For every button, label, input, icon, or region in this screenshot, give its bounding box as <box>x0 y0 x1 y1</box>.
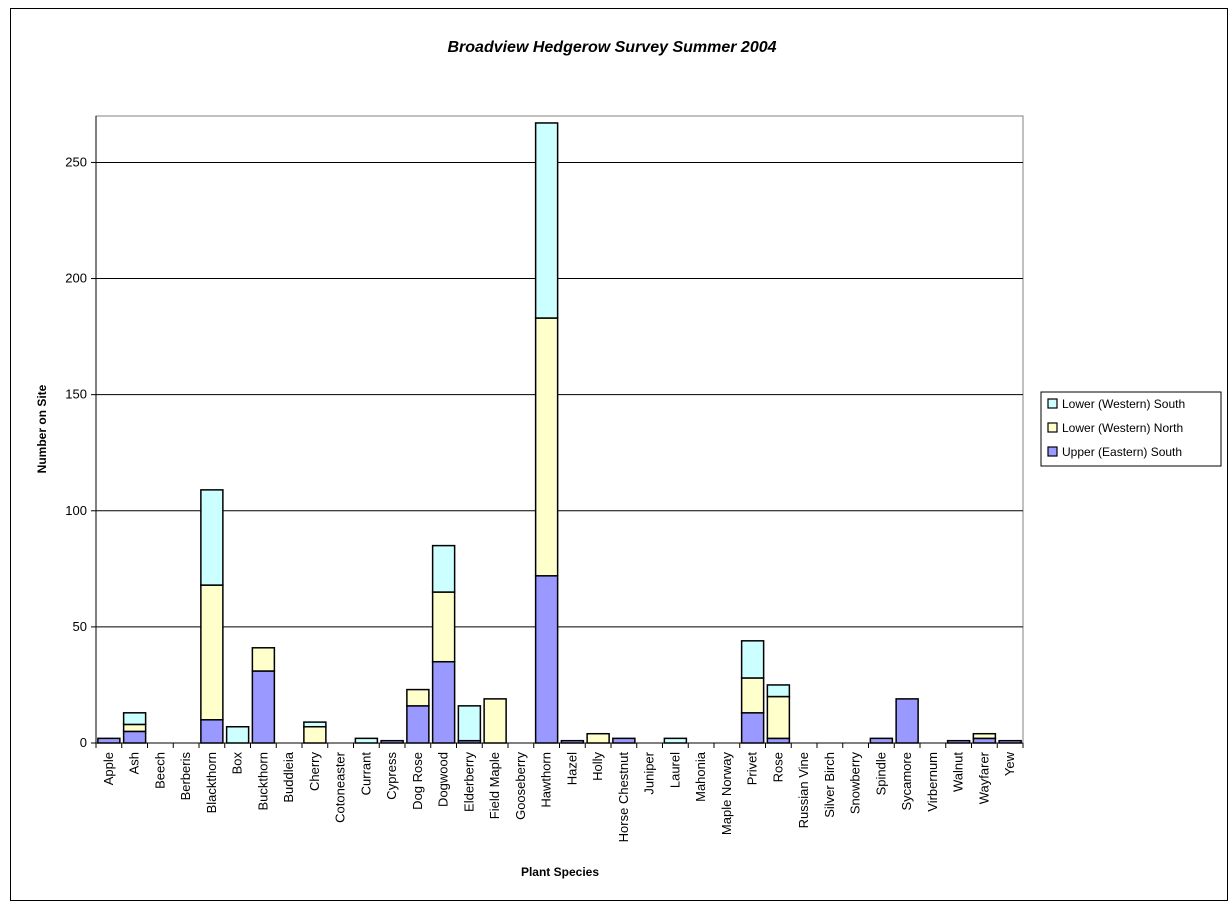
bar-segment <box>534 317 559 577</box>
bar-segment <box>200 719 224 744</box>
bar-segment <box>586 732 610 744</box>
x-tick-label: Maple Norway <box>719 752 734 836</box>
bar-segment <box>895 698 919 744</box>
y-axis: 0 50 100 150 200 250 <box>65 154 96 750</box>
legend-label: Lower (Western) North <box>1062 421 1183 435</box>
x-tick-label: Beech <box>152 752 167 789</box>
x-tick-label: Silver Birch <box>822 752 837 818</box>
x-tick-label: Juniper <box>642 751 657 794</box>
x-tick-label: Currant <box>358 752 373 796</box>
bar-segment <box>766 695 791 740</box>
x-tick-label: Holly <box>590 752 605 781</box>
x-tick-label: Hazel <box>564 752 579 785</box>
x-tick-label: Cotoneaster <box>333 751 348 822</box>
x-tick-label: Sycamore <box>899 752 914 811</box>
bar-segment <box>406 705 430 744</box>
x-tick-label: Apple <box>101 752 116 785</box>
x-tick-label: Berberis <box>178 752 193 801</box>
x-tick-label: Mahonia <box>693 751 708 802</box>
bar-segment <box>122 723 147 733</box>
gridlines <box>96 161 1023 628</box>
x-tick-label: Cypress <box>384 752 399 800</box>
bar-segment <box>200 584 224 721</box>
x-tick-label: Buddleia <box>281 751 296 802</box>
bar-segment <box>431 591 456 663</box>
x-tick-label: Wayfarer <box>976 751 991 804</box>
bar-segment <box>534 122 559 319</box>
y-tick-label: 200 <box>65 271 87 286</box>
bar-segment <box>869 737 894 744</box>
x-tick-label: Ash <box>127 752 142 774</box>
legend-label: Upper (Eastern) South <box>1062 445 1182 459</box>
bar-segment <box>483 698 507 744</box>
x-tick-label: Buckthorn <box>255 752 270 811</box>
x-tick-label: Russian Vine <box>796 752 811 828</box>
legend-swatch <box>1047 446 1058 457</box>
x-tick-label: Elderberry <box>461 752 476 812</box>
legend-swatch <box>1047 398 1058 409</box>
x-tick-label: Dogwood <box>436 752 451 807</box>
bar-segment <box>457 705 482 742</box>
bar-segment <box>122 712 147 726</box>
x-tick-label: Field Maple <box>487 752 502 819</box>
bar-segment <box>200 489 224 586</box>
legend-swatch <box>1047 422 1058 433</box>
legend-box <box>1040 391 1222 467</box>
x-tick-label: Box <box>230 752 245 775</box>
y-tick-label: 50 <box>73 619 87 634</box>
x-tick-label: Virbernum <box>925 752 940 812</box>
bar-segment <box>303 725 327 744</box>
bar-segment <box>740 677 765 714</box>
bars <box>97 122 1022 744</box>
bar-segment <box>612 737 636 744</box>
bar-segment <box>431 660 456 744</box>
bar-segment <box>740 640 765 679</box>
bar-segment <box>225 725 250 744</box>
bar-segment <box>740 712 765 744</box>
bar-segment <box>122 730 147 744</box>
x-tick-label: Privet <box>745 752 760 786</box>
x-tick-label: Cherry <box>307 752 322 792</box>
bar-segment <box>406 688 430 707</box>
bar-segment <box>534 575 559 744</box>
bar-segment <box>251 670 276 744</box>
x-tick-label: Dog Rose <box>410 752 425 810</box>
bar-segment <box>354 737 379 744</box>
bar-segment <box>303 721 327 728</box>
plot-area <box>95 115 1024 744</box>
legend-label: Lower (Western) South <box>1062 397 1185 411</box>
x-tick-label: Yew <box>1002 751 1017 776</box>
x-tick-label: Spindle <box>873 752 888 795</box>
x-tick-label: Rose <box>770 752 785 782</box>
x-tick-label: Laurel <box>667 752 682 788</box>
y-axis-title: Number on Site <box>35 384 49 473</box>
chart-title: Broadview Hedgerow Survey Summer 2004 <box>447 39 776 56</box>
x-axis-title: Plant Species <box>521 865 599 879</box>
x-tick-label: Blackthorn <box>204 752 219 813</box>
y-tick-label: 150 <box>65 387 87 402</box>
bar-segment <box>766 684 791 698</box>
bar-segment <box>97 737 121 744</box>
legend: Lower (Western) South Lower (Western) Nor… <box>1040 391 1222 467</box>
bar-segment <box>251 647 276 672</box>
x-axis: Apple Ash Beech Berberis Blackthorn Box Buckth… <box>95 743 1024 843</box>
x-tick-label: Walnut <box>951 752 966 792</box>
x-tick-label: Horse Chestnut <box>616 752 631 843</box>
x-tick-label: Hawthorn <box>539 752 554 808</box>
x-tick-label: Gooseberry <box>513 752 528 820</box>
y-tick-label: 100 <box>65 503 87 518</box>
y-tick-label: 0 <box>80 735 87 750</box>
bar-segment <box>431 544 456 593</box>
x-tick-label: Snowberry <box>848 752 863 815</box>
bar-segment <box>972 732 997 740</box>
bar-segment <box>663 737 688 744</box>
y-tick-label: 250 <box>65 154 87 169</box>
